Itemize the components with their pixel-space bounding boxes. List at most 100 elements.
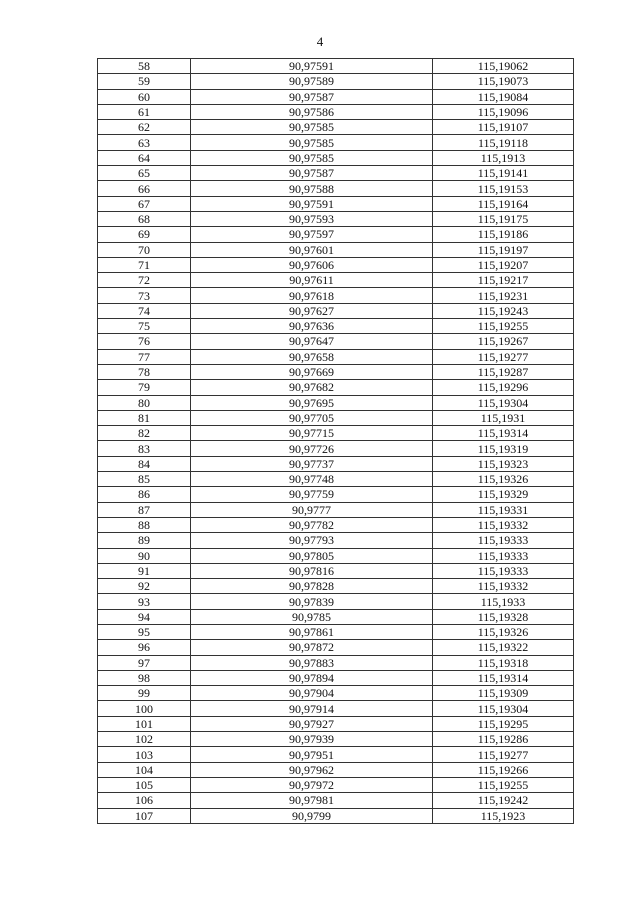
coordinate-x-cell: 90,97759 [190, 486, 433, 503]
coordinate-x-cell: 90,97611 [190, 272, 433, 289]
table-row: 78 90,97669 115,19287 [97, 363, 574, 381]
coordinate-y-cell: 115,19164 [432, 195, 574, 212]
point-number-cell: 105 [97, 776, 191, 794]
coordinate-x-cell: 90,97715 [190, 425, 433, 442]
point-number-cell: 91 [97, 562, 191, 580]
point-number-cell: 61 [97, 103, 191, 121]
coordinate-x-cell: 90,9785 [190, 608, 433, 625]
coordinate-x-cell: 90,97585 [190, 119, 433, 136]
table-row: 87 90,9777 115,19331 [97, 501, 574, 518]
coordinate-y-cell: 115,19314 [432, 669, 574, 687]
table-row: 92 90,97828 115,19332 [97, 578, 574, 595]
point-number-cell: 71 [97, 256, 191, 274]
table-row: 99 90,97904 115,19309 [97, 685, 574, 702]
table-row: 81 90,97705 115,1931 [97, 409, 574, 427]
coordinate-x-cell: 90,97972 [190, 776, 433, 794]
coordinate-x-cell: 90,97894 [190, 669, 433, 687]
coordinate-x-cell: 90,97618 [190, 287, 433, 304]
point-number-cell: 88 [97, 516, 191, 534]
coordinate-y-cell: 115,19255 [432, 318, 574, 335]
table-row: 89 90,97793 115,19333 [97, 532, 574, 549]
point-number-cell: 81 [97, 409, 191, 427]
coordinate-x-cell: 90,97585 [190, 149, 433, 167]
point-number-cell: 85 [97, 471, 191, 488]
coordinate-x-cell: 90,97883 [190, 654, 433, 671]
coordinates-table: 58 90,97591 115,19062 59 90,97589 115,19073 60… [97, 57, 574, 824]
table-row: 85 90,97748 115,19326 [97, 471, 574, 488]
coordinate-x-cell: 90,97793 [190, 532, 433, 549]
point-number-cell: 102 [97, 731, 191, 748]
coordinate-y-cell: 115,19323 [432, 455, 574, 473]
table-row: 90 90,97805 115,19333 [97, 547, 574, 564]
point-number-cell: 59 [97, 73, 191, 90]
coordinate-y-cell: 115,19326 [432, 471, 574, 488]
coordinate-y-cell: 115,19277 [432, 348, 574, 365]
table-row: 93 90,97839 115,1933 [97, 593, 574, 610]
point-number-cell: 90 [97, 547, 191, 564]
coordinate-y-cell: 115,19309 [432, 685, 574, 702]
coordinate-y-cell: 115,19326 [432, 623, 574, 641]
table-row: 63 90,97585 115,19118 [97, 134, 574, 151]
coordinate-y-cell: 115,19319 [432, 440, 574, 457]
coordinate-x-cell: 90,97914 [190, 700, 433, 717]
table-row: 106 90,97981 115,19242 [97, 792, 574, 809]
table-row: 76 90,97647 115,19267 [97, 333, 574, 350]
coordinate-y-cell: 115,19286 [432, 731, 574, 748]
coordinate-y-cell: 115,19266 [432, 761, 574, 778]
point-number-cell: 80 [97, 394, 191, 411]
point-number-cell: 74 [97, 302, 191, 320]
table-row: 98 90,97894 115,19314 [97, 669, 574, 687]
point-number-cell: 63 [97, 134, 191, 151]
table-row: 72 90,97611 115,19217 [97, 272, 574, 289]
coordinate-x-cell: 90,97904 [190, 685, 433, 702]
point-number-cell: 79 [97, 379, 191, 396]
point-number-cell: 83 [97, 440, 191, 457]
point-number-cell: 96 [97, 639, 191, 656]
coordinate-x-cell: 90,97587 [190, 88, 433, 105]
table-row: 91 90,97816 115,19333 [97, 562, 574, 580]
coordinate-x-cell: 90,9777 [190, 501, 433, 518]
coordinate-y-cell: 115,19295 [432, 715, 574, 733]
table-row: 101 90,97927 115,19295 [97, 715, 574, 733]
point-number-cell: 100 [97, 700, 191, 717]
table-row: 102 90,97939 115,19286 [97, 731, 574, 748]
coordinate-x-cell: 90,97588 [190, 180, 433, 197]
point-number-cell: 75 [97, 318, 191, 335]
coordinate-y-cell: 115,19314 [432, 425, 574, 442]
coordinate-x-cell: 90,97872 [190, 639, 433, 656]
table-row: 66 90,97588 115,19153 [97, 180, 574, 197]
table-row: 73 90,97618 115,19231 [97, 287, 574, 304]
point-number-cell: 87 [97, 501, 191, 518]
table-row: 105 90,97972 115,19255 [97, 776, 574, 794]
point-number-cell: 94 [97, 608, 191, 625]
coordinate-x-cell: 90,97861 [190, 623, 433, 641]
point-number-cell: 69 [97, 226, 191, 243]
coordinate-y-cell: 115,19141 [432, 165, 574, 182]
coordinate-y-cell: 115,19197 [432, 241, 574, 258]
point-number-cell: 70 [97, 241, 191, 258]
table-row: 70 90,97601 115,19197 [97, 241, 574, 258]
coordinate-y-cell: 115,19096 [432, 103, 574, 121]
coordinate-x-cell: 90,97951 [190, 746, 433, 763]
coordinate-y-cell: 115,1933 [432, 593, 574, 610]
page-number: 4 [316, 34, 324, 49]
table-row: 95 90,97861 115,19326 [97, 623, 574, 641]
coordinate-x-cell: 90,97839 [190, 593, 433, 610]
point-number-cell: 68 [97, 210, 191, 228]
coordinate-y-cell: 115,19333 [432, 547, 574, 564]
table-row: 86 90,97759 115,19329 [97, 486, 574, 503]
table-row: 69 90,97597 115,19186 [97, 226, 574, 243]
table-row: 97 90,97883 115,19318 [97, 654, 574, 671]
coordinate-y-cell: 115,19304 [432, 700, 574, 717]
table-row: 58 90,97591 115,19062 [97, 57, 574, 75]
coordinate-y-cell: 115,1931 [432, 409, 574, 427]
coordinate-y-cell: 115,19084 [432, 88, 574, 105]
coordinate-x-cell: 90,97682 [190, 379, 433, 396]
coordinate-x-cell: 90,97589 [190, 73, 433, 90]
table-row: 61 90,97586 115,19096 [97, 103, 574, 121]
table-row: 104 90,97962 115,19266 [97, 761, 574, 778]
table-row: 62 90,97585 115,19107 [97, 119, 574, 136]
coordinate-x-cell: 90,97726 [190, 440, 433, 457]
table-row: 79 90,97682 115,19296 [97, 379, 574, 396]
coordinate-x-cell: 90,97695 [190, 394, 433, 411]
